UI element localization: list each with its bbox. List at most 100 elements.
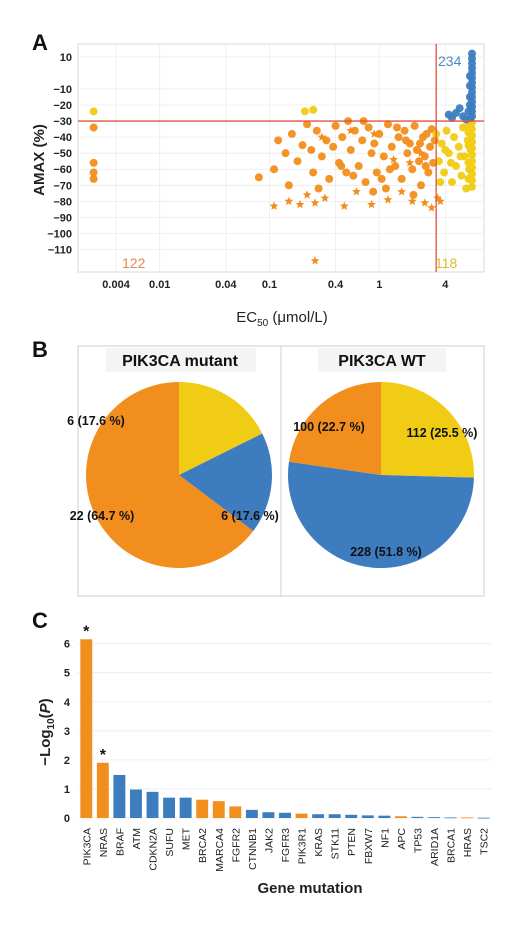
pie-slice-label: 100 (22.7 %) bbox=[293, 420, 365, 434]
scatter-point bbox=[303, 120, 312, 129]
bar-category-label: TSC2 bbox=[479, 828, 491, 855]
bar-fgfr3 bbox=[279, 812, 291, 818]
scatter-point bbox=[337, 162, 346, 171]
bar-y-tick-label: 0 bbox=[64, 813, 70, 825]
bar-y-tick-label: 4 bbox=[64, 697, 71, 709]
scatter-point bbox=[358, 136, 367, 145]
scatter-point-star bbox=[352, 187, 361, 196]
scatter-points bbox=[89, 49, 477, 265]
pie-slice-orange bbox=[86, 382, 254, 568]
scatter-point bbox=[415, 139, 424, 148]
scatter-point bbox=[448, 178, 457, 187]
scatter-point bbox=[379, 152, 388, 161]
bar-category-label: PIK3R1 bbox=[297, 828, 309, 864]
scatter-point bbox=[89, 107, 98, 116]
panel-letter-a: A bbox=[32, 30, 48, 55]
scatter-point bbox=[408, 165, 417, 174]
scatter-point bbox=[456, 152, 465, 161]
pie-slice-yellow bbox=[381, 382, 474, 478]
scatter-point bbox=[394, 133, 403, 142]
scatter-point-star bbox=[369, 129, 379, 138]
bar-brca1 bbox=[444, 817, 457, 819]
scatter-point bbox=[392, 123, 401, 132]
scatter-point bbox=[465, 101, 474, 110]
scatter-point-star bbox=[320, 193, 330, 202]
scatter-point bbox=[377, 174, 386, 183]
bar-series bbox=[80, 639, 490, 819]
scatter-point-star bbox=[339, 201, 349, 210]
scatter-point bbox=[468, 182, 477, 191]
bar-category-label: KRAS bbox=[313, 828, 325, 857]
scatter-point bbox=[254, 173, 263, 182]
bar-fgfr2 bbox=[229, 806, 242, 819]
bar-cdkn2a bbox=[146, 791, 159, 818]
bar-sufu bbox=[163, 797, 176, 818]
pie-slice-blue bbox=[287, 461, 474, 569]
scatter-point bbox=[450, 133, 459, 142]
scatter-point-star bbox=[295, 199, 305, 209]
bar-stk11 bbox=[328, 814, 341, 818]
scatter-x-tick-label: 4 bbox=[442, 279, 449, 291]
bar-braf bbox=[113, 774, 126, 818]
bar-fbxw7 bbox=[361, 815, 374, 818]
scatter-point-star bbox=[302, 190, 312, 199]
scatter-point-star bbox=[416, 148, 426, 157]
scatter-point bbox=[424, 168, 433, 177]
scatter-y-tick-label: −90 bbox=[53, 212, 72, 224]
significance-star: * bbox=[100, 747, 107, 764]
bar-category-label: FBXW7 bbox=[363, 828, 375, 864]
scatter-y-tick-label: −70 bbox=[53, 180, 72, 192]
scatter-point bbox=[468, 150, 477, 159]
scatter-point bbox=[464, 141, 473, 150]
scatter-point bbox=[400, 126, 409, 135]
bar-nras bbox=[96, 762, 109, 818]
scatter-point bbox=[397, 174, 406, 183]
significance-star: * bbox=[83, 623, 90, 640]
scatter-point bbox=[329, 142, 338, 151]
bar-category-label: FGFR2 bbox=[230, 828, 242, 863]
scatter-point bbox=[465, 92, 474, 101]
bar-category-label: JAK2 bbox=[263, 828, 275, 853]
scatter-point-star bbox=[420, 198, 430, 207]
bar-category-label: MET bbox=[181, 827, 193, 850]
bar-y-ticks: 0 1 2 3 4 5 6 bbox=[64, 639, 71, 825]
scatter-y-tick-label: −40 bbox=[53, 132, 72, 144]
scatter-point bbox=[284, 181, 293, 190]
scatter-point-star bbox=[317, 132, 327, 141]
scatter-point bbox=[270, 165, 279, 174]
bar-ctnnb1 bbox=[245, 809, 258, 818]
pie-slice-label: 6 (17.6 %) bbox=[67, 414, 125, 428]
scatter-point bbox=[464, 121, 473, 130]
bar-category-label: ATM bbox=[131, 828, 143, 849]
scatter-y-ticks: 10 −10 −20 −30 −40 −50 −60 −70 −80 −90 −100 −110 bbox=[47, 52, 72, 257]
panel-letter-b: B bbox=[32, 337, 48, 362]
scatter-point-star bbox=[435, 196, 445, 206]
scatter-point-star bbox=[269, 201, 279, 210]
scatter-point bbox=[309, 105, 318, 114]
bar-x-tick-labels: PIK3CA NRAS BRAF ATM CDKN2A SUFU MET BRCA2 MARCA… bbox=[81, 827, 490, 871]
pie-slice-label: 6 (17.6 %) bbox=[221, 509, 279, 523]
scatter-point bbox=[293, 157, 302, 166]
bar-category-label: BRAF bbox=[114, 828, 126, 856]
scatter-point-star bbox=[405, 158, 415, 167]
bar-pik3r1 bbox=[295, 813, 308, 818]
scatter-point-star bbox=[367, 199, 376, 209]
scatter-point bbox=[89, 158, 98, 167]
scatter-point-star bbox=[310, 198, 320, 207]
bar-brca2 bbox=[196, 799, 209, 818]
bar-y-axis-label: −Log10(P) bbox=[37, 698, 57, 765]
scatter-point-star bbox=[284, 196, 294, 206]
scatter-y-tick-label: −30 bbox=[53, 116, 72, 128]
scatter-point bbox=[457, 171, 466, 180]
scatter-point bbox=[361, 178, 370, 187]
scatter-point bbox=[381, 184, 390, 193]
scatter-point bbox=[307, 145, 316, 154]
scatter-point bbox=[346, 145, 355, 154]
scatter-point bbox=[370, 139, 379, 148]
bar-category-label: CDKN2A bbox=[148, 828, 160, 871]
scatter-point bbox=[338, 133, 347, 142]
scatter-x-tick-label: 0.004 bbox=[102, 279, 130, 291]
scatter-point bbox=[342, 168, 351, 177]
scatter-x-axis-label: EC50 (μmol/L) bbox=[236, 309, 327, 329]
scatter-point bbox=[367, 149, 376, 158]
